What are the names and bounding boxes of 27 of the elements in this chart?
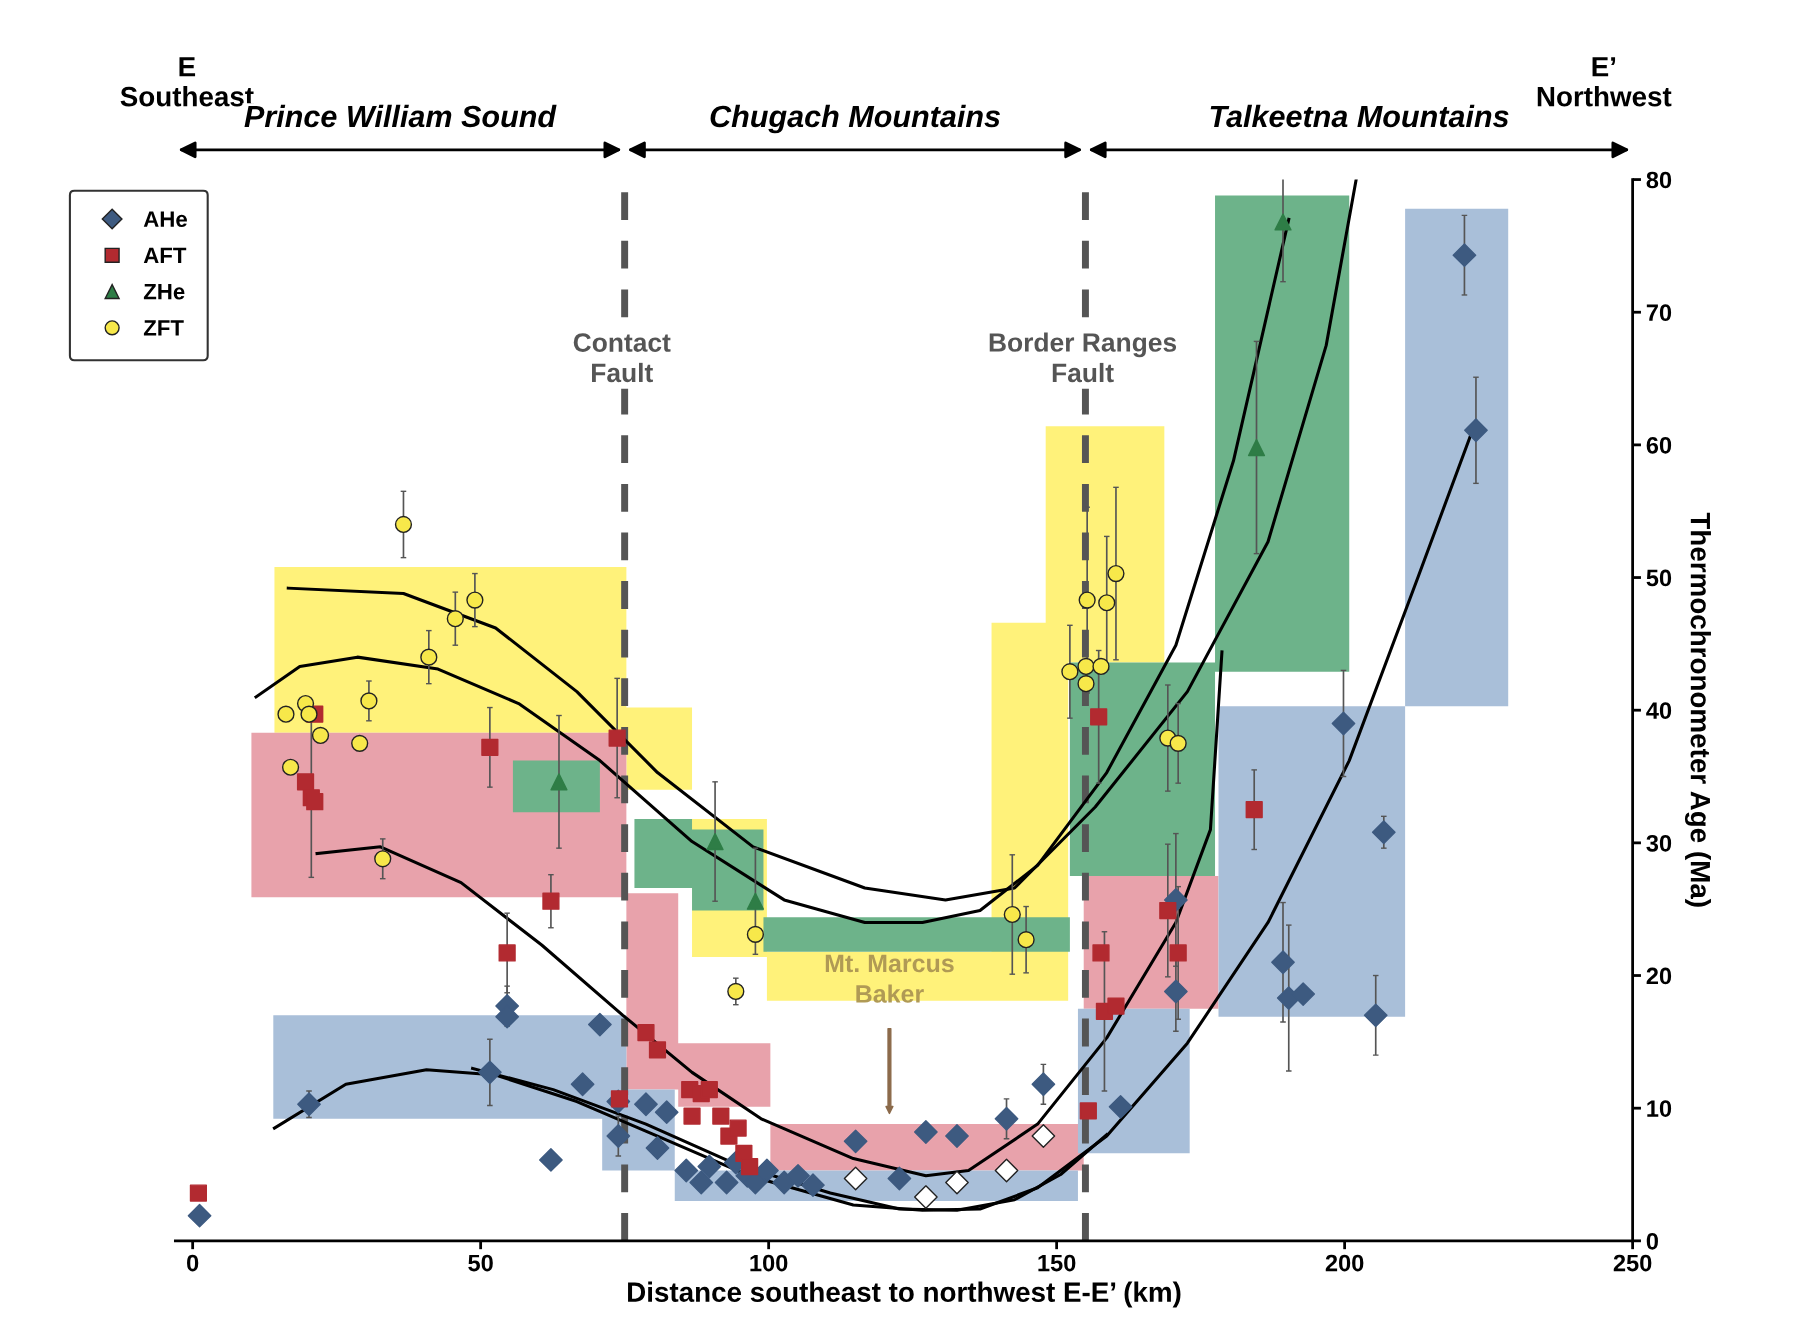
x-tick-label: 50	[468, 1254, 493, 1272]
ref-line-label: Border Ranges Fault	[989, 332, 1177, 383]
text: Chugach Mountains	[710, 104, 1000, 134]
y-tick-label: 30	[1646, 834, 1672, 852]
x-tick-label: 250	[1613, 1254, 1652, 1272]
y-tick-label: 60	[1646, 436, 1672, 454]
legend-label: AHe	[143, 211, 187, 227]
x-tick-label: 100	[750, 1254, 788, 1272]
text: E’ Northwest	[1537, 57, 1672, 107]
x-axis-title: Distance southeast to northwest E-E’ (km)	[628, 1281, 1181, 1308]
y-axis-title: Thermochronometer Age (Ma)	[1684, 512, 1711, 907]
annotation: Mt. Marcus Baker	[825, 954, 954, 1003]
legend-label: ZHe	[143, 284, 185, 300]
y-tick-label: 40	[1646, 702, 1672, 719]
y-tick-label: 10	[1647, 1100, 1672, 1117]
legend-label: AFT	[143, 247, 187, 264]
y-tick-label: 70	[1646, 304, 1672, 322]
x-tick-label: 150	[1038, 1254, 1076, 1272]
y-tick-label: 80	[1646, 171, 1672, 189]
y-tick-label: 50	[1646, 569, 1672, 587]
x-tick-label: 200	[1325, 1254, 1364, 1272]
ref-line-label: Contact Fault	[573, 333, 671, 383]
y-tick-label: 0	[1646, 1232, 1658, 1250]
y-tick-label: 20	[1646, 967, 1672, 985]
legend-label: ZFT	[143, 320, 184, 336]
x-tick-label: 0	[187, 1254, 199, 1272]
text: Talkeetna Mountains	[1210, 104, 1509, 128]
